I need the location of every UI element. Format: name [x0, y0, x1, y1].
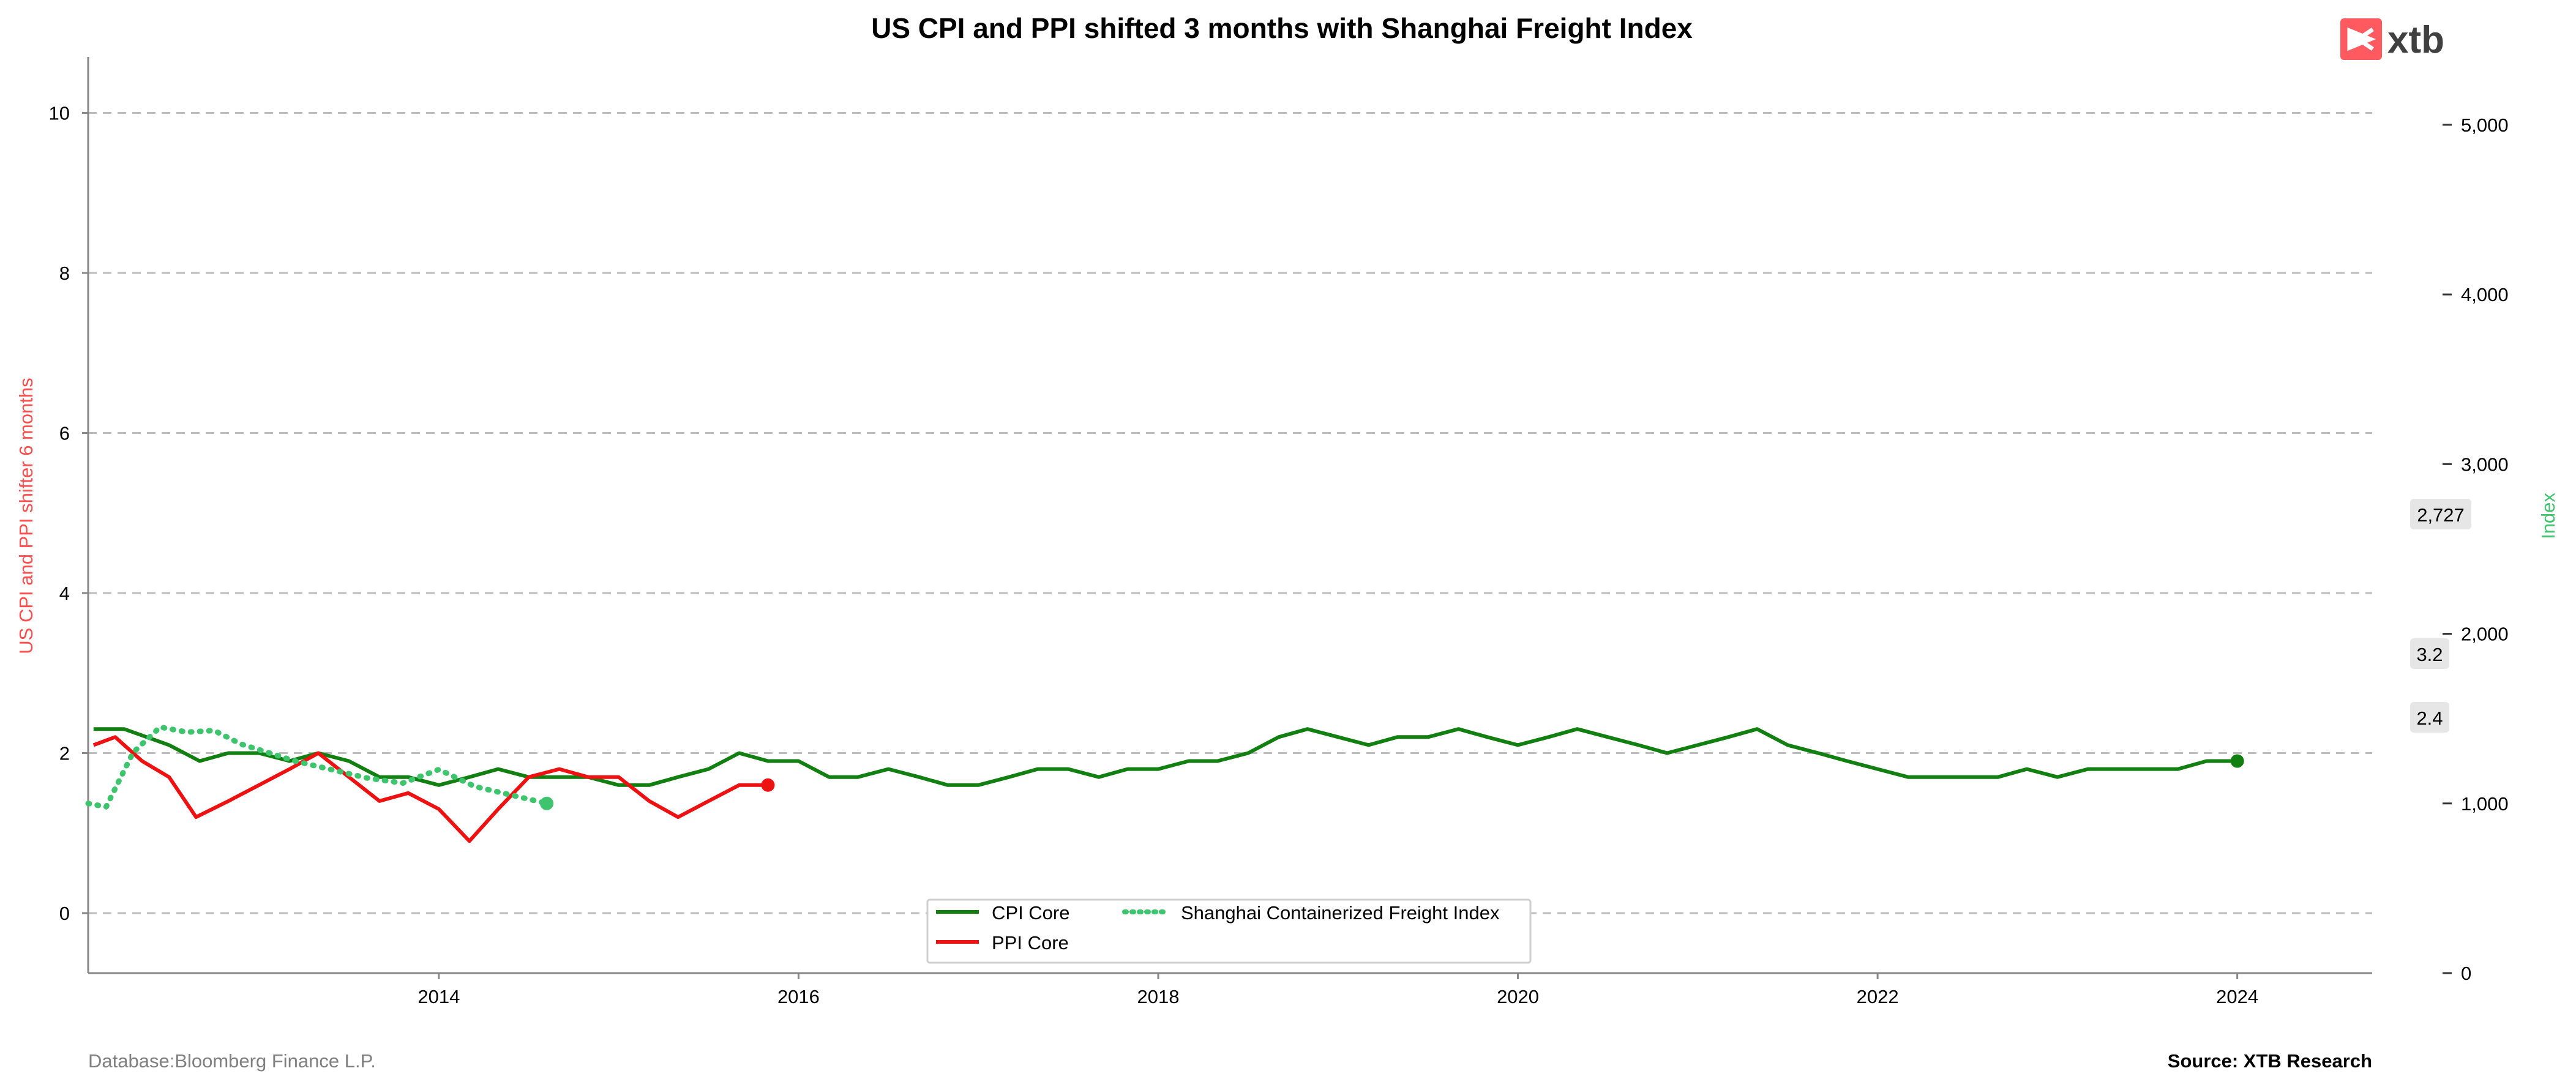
legend-label-cpi-core: CPI Core: [992, 902, 1069, 924]
end-markers: [540, 754, 2244, 810]
y-left-tick-label-1: 2: [59, 742, 70, 764]
series-line-ppi-core: [92, 735, 768, 843]
badge-cpi-text: 3.2: [2416, 644, 2443, 665]
badge-cpi-bg: [2410, 638, 2449, 669]
chart-title: US CPI and PPI shifted 3 months with Sha…: [871, 12, 1693, 44]
x-axis-ticks: 2014 2016 2018 2020 2022 2024: [417, 973, 2258, 1007]
y-right-tick-label-5: 5,000: [2461, 114, 2509, 136]
x-tick-label-5: 2024: [2216, 986, 2258, 1007]
legend: CPI Core PPI Core Shanghai Containerized…: [926, 898, 1532, 964]
y-right-axis-ticks: 0 1,000 2,000 3,000 4,000 5,000: [2443, 114, 2509, 984]
xtb-logo: xtb: [2340, 18, 2444, 61]
y-left-tick-label-2: 4: [59, 583, 70, 604]
y-right-axis-label: Index: [2537, 493, 2559, 539]
x-tick-label-2: 2018: [1137, 986, 1180, 1007]
y-right-tick-label-3: 3,000: [2461, 454, 2509, 475]
xtb-logo-mark: [2347, 27, 2376, 51]
legend-label-ppi-core: PPI Core: [992, 932, 1069, 954]
badge-cpi-last: 3.2: [2410, 638, 2449, 669]
y-right-tick-label-1: 1,000: [2461, 793, 2509, 815]
y-left-axis-ticks: 0 2 4 6 8 10: [49, 103, 88, 924]
badge-ppi-last: 2.4: [2410, 702, 2449, 733]
y-left-tick-label-3: 6: [59, 422, 70, 444]
badge-ppi-text: 2.4: [2416, 707, 2443, 729]
badge-ppi-bg: [2410, 702, 2449, 733]
footer-source: Source: XTB Research: [2168, 1050, 2372, 1072]
series-layer: [85, 724, 2237, 843]
x-tick-label-1: 2016: [777, 986, 820, 1007]
xtb-logo-text: xtb: [2387, 19, 2444, 61]
y-left-tick-label-4: 8: [59, 263, 70, 284]
end-marker-cpi-core: [2230, 754, 2244, 768]
badge-freight-last: 2,727: [2410, 499, 2471, 529]
y-left-axis-label: US CPI and PPI shifter 6 months: [15, 378, 37, 654]
footer-database: Database:Bloomberg Finance L.P.: [88, 1050, 376, 1072]
x-tick-label-4: 2022: [1857, 986, 1899, 1007]
end-marker-ppi-core: [761, 778, 775, 792]
x-tick-label-3: 2020: [1497, 986, 1539, 1007]
badge-freight-text: 2,727: [2417, 504, 2465, 526]
series-line-cpi-core: [93, 727, 2237, 787]
y-right-tick-label-2: 2,000: [2461, 624, 2509, 645]
legend-label-freight: Shanghai Containerized Freight Index: [1181, 902, 1500, 924]
x-tick-label-0: 2014: [417, 986, 460, 1007]
y-left-tick-label-0: 0: [59, 903, 70, 924]
end-marker-freight-index: [540, 796, 554, 810]
series-line-freight-index: [85, 724, 550, 810]
badge-freight-bg: [2410, 499, 2471, 529]
legend-box: [926, 898, 1532, 964]
y-right-tick-label-0: 0: [2461, 963, 2471, 984]
grid: [88, 112, 2372, 914]
y-right-tick-label-4: 4,000: [2461, 284, 2509, 305]
y-left-tick-label-5: 10: [49, 103, 70, 124]
